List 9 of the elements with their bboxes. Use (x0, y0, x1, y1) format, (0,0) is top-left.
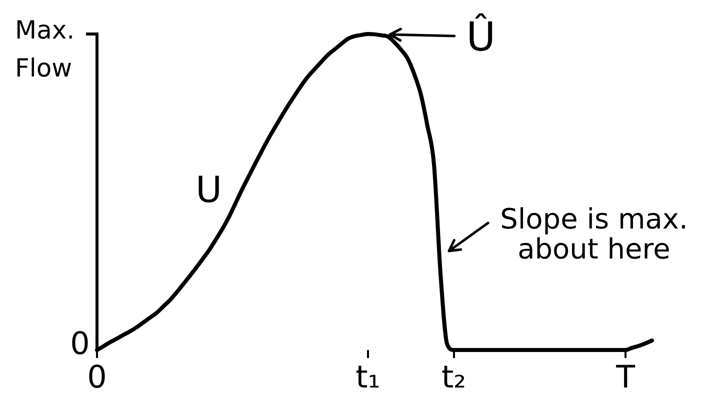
y-axis-title: Max. Flow (15, 16, 75, 82)
annotation: 0 (70, 326, 90, 362)
annotation: Û (466, 12, 496, 60)
x-tick-label: 0 (87, 360, 107, 396)
x-tick-label: t₁ (356, 360, 380, 396)
annotation: Slope is max. about here (500, 202, 688, 266)
x-tick-label: T (615, 360, 636, 396)
series-label: U (196, 170, 222, 212)
x-tick-label: t₂ (441, 360, 466, 396)
